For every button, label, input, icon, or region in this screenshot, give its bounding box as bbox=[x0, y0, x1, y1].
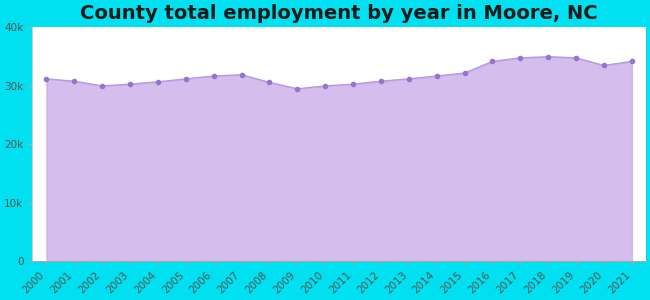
Point bbox=[488, 59, 498, 64]
Point bbox=[571, 56, 581, 60]
Point bbox=[320, 83, 330, 88]
Point bbox=[348, 82, 358, 86]
Point bbox=[237, 72, 247, 77]
Point bbox=[153, 80, 163, 84]
Point bbox=[125, 82, 135, 86]
Point bbox=[292, 86, 302, 91]
Point bbox=[97, 83, 107, 88]
Point bbox=[181, 76, 191, 81]
Point bbox=[265, 80, 275, 85]
Point bbox=[376, 79, 386, 84]
Point bbox=[515, 56, 526, 60]
Point bbox=[404, 76, 414, 81]
Point bbox=[460, 70, 470, 75]
Point bbox=[209, 74, 219, 78]
Title: County total employment by year in Moore, NC: County total employment by year in Moore… bbox=[81, 4, 598, 23]
Point bbox=[69, 79, 79, 84]
Point bbox=[543, 54, 553, 59]
Point bbox=[627, 59, 637, 64]
Point bbox=[41, 76, 51, 81]
Point bbox=[599, 63, 609, 68]
Point bbox=[432, 74, 442, 78]
